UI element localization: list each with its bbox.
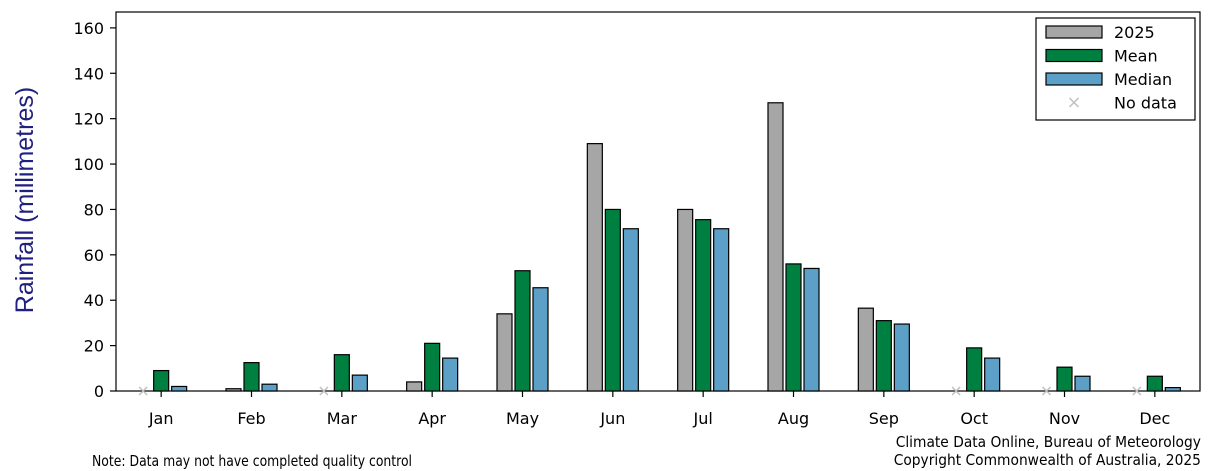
- bar-mean-apr: [424, 342, 441, 392]
- no-data-stroke: [1132, 386, 1142, 396]
- x-tick-label: Oct: [960, 409, 988, 428]
- legend: 2025 Mean Median No data: [1035, 17, 1196, 121]
- x-tick-label: Jan: [148, 409, 174, 428]
- bar-median-nov: [1074, 375, 1091, 392]
- no-data-marker: [951, 386, 961, 396]
- bar-2025-apr: [406, 381, 423, 392]
- no-data-marker: [138, 386, 148, 396]
- bar-median-jun: [622, 228, 639, 392]
- x-tick-label: Sep: [869, 409, 899, 428]
- x-tick-label: Jun: [599, 409, 625, 428]
- y-tick-label: 0: [94, 382, 104, 401]
- x-tick-label: Jul: [693, 409, 713, 428]
- legend-swatch: [1045, 48, 1103, 63]
- x-tick-label: Apr: [418, 409, 446, 428]
- y-tick-label: 140: [73, 64, 104, 83]
- credit-source: Climate Data Online, Bureau of Meteorolo…: [895, 433, 1201, 451]
- bar-2025-feb: [225, 388, 242, 392]
- bar-median-dec: [1164, 386, 1181, 392]
- y-tick-label: 40: [84, 291, 104, 310]
- x-tick-label: May: [506, 409, 539, 428]
- x-axis: Jan Feb Mar Apr May Jun Jul Aug Sep Oct Nov Dec: [148, 391, 1170, 428]
- y-tick-label: 160: [73, 19, 104, 38]
- bar-median-jul: [713, 228, 730, 392]
- credit-copyright: Copyright Commonwealth of Australia, 202…: [893, 451, 1201, 469]
- y-tick-label: 100: [73, 155, 104, 174]
- legend-label: Mean: [1114, 47, 1158, 66]
- legend-item: Mean: [1045, 47, 1158, 66]
- bar-median-may: [532, 287, 549, 392]
- rainfall-bar-chart: 0 20 40 60 80 100 120 140 160 Jan Feb Mar Apr May Jun…: [11, 11, 1201, 428]
- bar-mean-feb: [243, 362, 260, 392]
- bar-mean-may: [514, 270, 531, 392]
- bar-2025-jul: [677, 208, 694, 392]
- bar-median-mar: [351, 374, 368, 392]
- legend-item: No data: [1068, 94, 1177, 113]
- y-axis-title: Rainfall (millimetres): [11, 87, 39, 313]
- bar-mean-jun: [604, 208, 621, 392]
- bars: [138, 102, 1181, 396]
- data-credit: Climate Data Online, Bureau of Meteorolo…: [894, 433, 1201, 469]
- bar-median-apr: [442, 357, 459, 392]
- no-data-stroke: [1041, 386, 1052, 396]
- bar-mean-jul: [695, 219, 712, 392]
- x-tick-label: Nov: [1049, 409, 1080, 428]
- bar-mean-aug: [785, 263, 802, 392]
- bar-2025-sep: [857, 307, 874, 392]
- bar-mean-jan: [153, 369, 170, 392]
- no-data-stroke: [138, 386, 148, 396]
- legend-swatch: [1045, 72, 1103, 86]
- legend-no-data-icon: [1068, 97, 1080, 108]
- bar-2025-may: [496, 313, 513, 392]
- legend-label: 2025: [1114, 23, 1155, 42]
- plot-area: [115, 11, 1201, 392]
- no-data-marker: [1132, 386, 1142, 396]
- bar-median-jan: [171, 385, 188, 392]
- bar-mean-nov: [1056, 366, 1073, 392]
- bar-mean-sep: [875, 320, 892, 392]
- legend-label: Median: [1114, 70, 1172, 89]
- legend-item: 2025: [1045, 23, 1155, 42]
- no-data-marker: [1041, 386, 1052, 396]
- bar-median-feb: [261, 383, 278, 392]
- y-axis: 0 20 40 60 80 100 120 140 160: [73, 19, 116, 401]
- y-tick-label: 20: [84, 337, 104, 356]
- bar-median-sep: [893, 323, 910, 392]
- bar-median-aug: [803, 267, 820, 392]
- y-tick-label: 80: [84, 200, 104, 219]
- legend-item: Median: [1045, 70, 1172, 89]
- no-data-stroke: [319, 386, 329, 396]
- x-tick-label: Dec: [1139, 409, 1170, 428]
- no-data-marker: [319, 386, 329, 396]
- x-tick-label: Mar: [327, 409, 358, 428]
- bar-median-oct: [984, 357, 1001, 392]
- x-tick-label: Feb: [237, 409, 265, 428]
- plot-frame: [115, 11, 1201, 392]
- bar-mean-oct: [966, 347, 983, 392]
- bar-mean-mar: [333, 354, 350, 392]
- legend-label: No data: [1114, 94, 1177, 113]
- legend-swatch: [1045, 25, 1103, 39]
- x-tick-label: Aug: [778, 409, 809, 428]
- y-tick-label: 60: [84, 246, 104, 265]
- bar-2025-aug: [767, 102, 784, 392]
- bar-mean-dec: [1146, 375, 1163, 392]
- no-data-stroke: [951, 386, 961, 396]
- quality-control-note: Note: Data may not have completed qualit…: [92, 452, 413, 470]
- bar-2025-jun: [586, 143, 603, 392]
- y-tick-label: 120: [73, 110, 104, 129]
